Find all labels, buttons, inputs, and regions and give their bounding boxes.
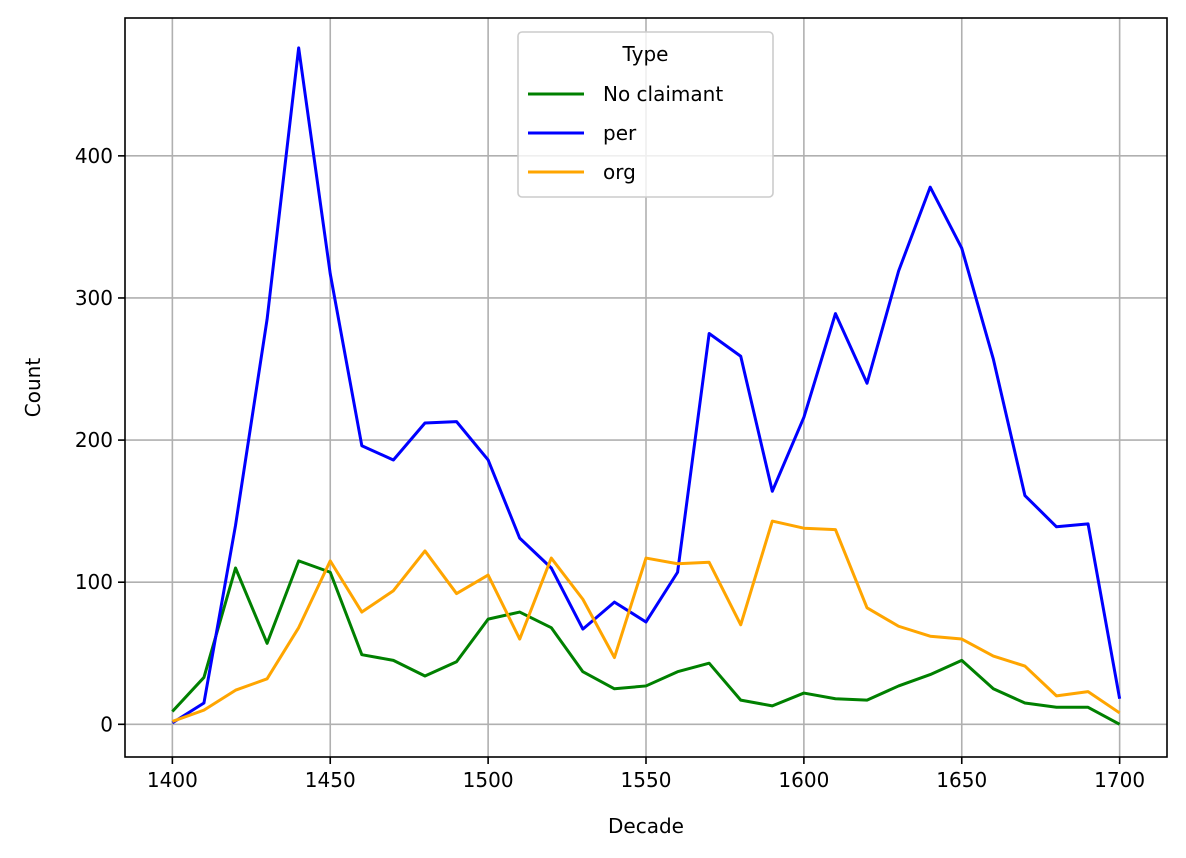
series-line-per xyxy=(171,46,1122,725)
series-line-org xyxy=(171,519,1121,723)
y-tick-label: 0 xyxy=(100,712,113,736)
legend-title: Type xyxy=(622,42,669,66)
x-tick-label: 1600 xyxy=(778,768,829,792)
x-tick-label: 1700 xyxy=(1094,768,1145,792)
series-group xyxy=(171,46,1122,726)
y-tick-label: 100 xyxy=(75,570,113,594)
grid xyxy=(125,18,1167,757)
y-axis-label: Count xyxy=(21,358,45,418)
legend-label: per xyxy=(603,121,637,145)
y-tick-label: 400 xyxy=(75,144,113,168)
y-tick-label: 300 xyxy=(75,286,113,310)
legend: Type No claimant per org xyxy=(517,31,774,198)
x-tick-label: 1500 xyxy=(463,768,514,792)
legend-items: No claimant per org xyxy=(528,82,723,184)
x-tick-label: 1400 xyxy=(147,768,198,792)
legend-label: No claimant xyxy=(603,82,723,106)
legend-box xyxy=(517,31,774,198)
x-tick-label: 1550 xyxy=(621,768,672,792)
series-line-no-claimant xyxy=(171,559,1121,726)
x-axis-label: Decade xyxy=(608,814,684,838)
legend-label: org xyxy=(603,160,636,184)
x-tick-label: 1450 xyxy=(305,768,356,792)
y-tick-label: 200 xyxy=(75,428,113,452)
x-tick-label: 1650 xyxy=(936,768,987,792)
ticks: 1400 1450 1500 1550 1600 1650 1700 0 100 200 300 40… xyxy=(75,144,1145,792)
